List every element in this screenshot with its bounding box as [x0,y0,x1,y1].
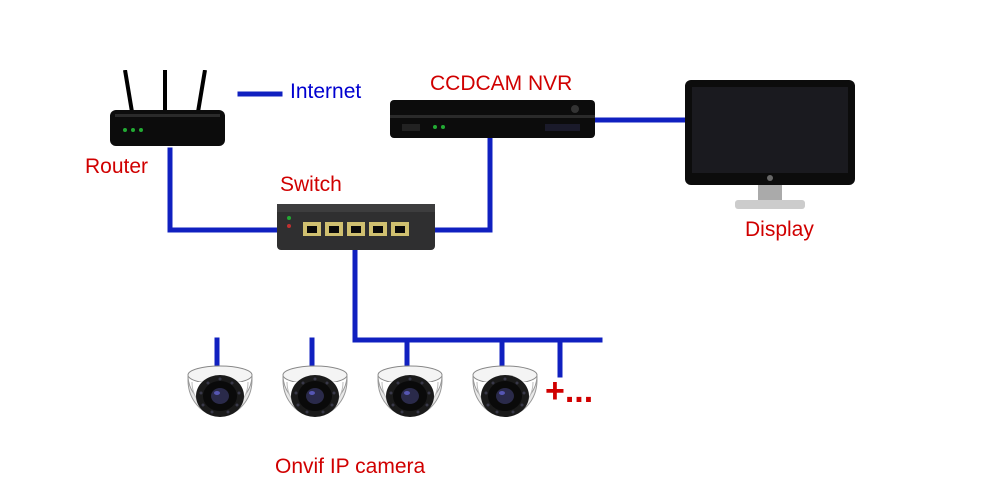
camera-label: Onvif IP camera [275,455,425,479]
ip-camera [370,360,450,445]
switch-label: Switch [280,173,342,197]
router-label: Router [85,155,148,179]
ip-camera [275,360,355,445]
nvr-label: CCDCAM NVR [430,72,572,96]
more-label: +... [545,372,593,411]
ip-camera [180,360,260,445]
display-label: Display [745,218,814,242]
switch-device [275,198,440,261]
internet-label: Internet [290,80,361,104]
nvr-device [390,100,600,147]
ip-camera [465,360,545,445]
display-device [680,75,865,225]
router-device [100,70,240,160]
